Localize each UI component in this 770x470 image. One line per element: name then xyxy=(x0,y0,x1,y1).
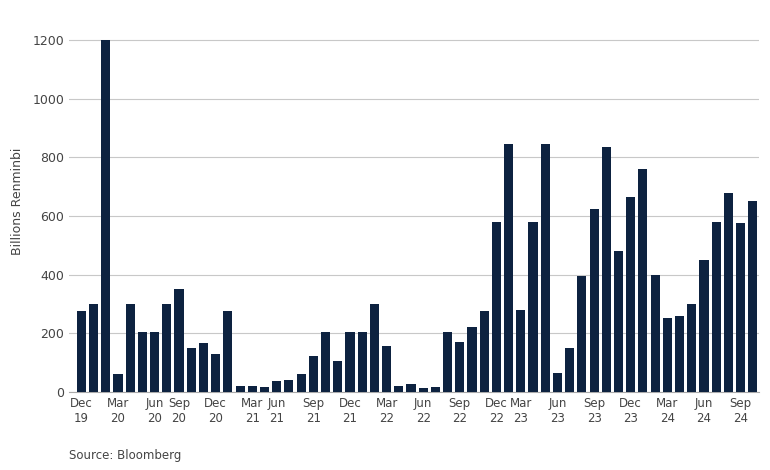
Bar xyxy=(272,381,281,392)
Bar xyxy=(528,222,537,392)
Bar xyxy=(211,353,220,392)
Bar xyxy=(357,332,367,392)
Bar xyxy=(651,274,660,392)
Bar xyxy=(516,310,525,392)
Bar xyxy=(296,374,306,392)
Bar xyxy=(455,342,464,392)
Bar xyxy=(101,40,110,392)
Bar xyxy=(419,388,428,392)
Bar xyxy=(162,304,172,392)
Bar xyxy=(675,315,684,392)
Bar xyxy=(431,387,440,392)
Bar xyxy=(736,223,745,392)
Bar xyxy=(590,209,598,392)
Bar xyxy=(89,304,98,392)
Bar xyxy=(748,201,758,392)
Bar xyxy=(248,386,257,392)
Bar xyxy=(699,260,708,392)
Bar xyxy=(541,144,550,392)
Y-axis label: Billions Renminbi: Billions Renminbi xyxy=(11,148,24,255)
Bar xyxy=(199,343,208,392)
Bar xyxy=(394,386,403,392)
Bar xyxy=(407,384,416,392)
Bar xyxy=(578,276,587,392)
Bar xyxy=(687,304,696,392)
Bar xyxy=(370,304,379,392)
Bar xyxy=(333,361,343,392)
Bar xyxy=(601,147,611,392)
Bar xyxy=(236,386,245,392)
Bar xyxy=(284,380,293,392)
Bar xyxy=(492,222,501,392)
Bar xyxy=(138,332,147,392)
Bar xyxy=(443,332,452,392)
Bar xyxy=(346,332,354,392)
Bar xyxy=(321,332,330,392)
Bar xyxy=(504,144,514,392)
Bar xyxy=(77,311,86,392)
Bar xyxy=(711,222,721,392)
Bar xyxy=(553,373,562,392)
Bar xyxy=(614,251,623,392)
Bar xyxy=(382,346,391,392)
Text: Source: Bloomberg: Source: Bloomberg xyxy=(69,449,182,462)
Bar xyxy=(223,311,233,392)
Bar xyxy=(724,193,733,392)
Bar xyxy=(113,374,122,392)
Bar xyxy=(626,197,635,392)
Bar xyxy=(150,332,159,392)
Bar xyxy=(309,356,318,392)
Bar xyxy=(260,387,269,392)
Bar xyxy=(126,304,135,392)
Bar xyxy=(467,327,477,392)
Bar xyxy=(480,311,489,392)
Bar xyxy=(565,348,574,392)
Bar xyxy=(663,319,672,392)
Bar xyxy=(186,348,196,392)
Bar xyxy=(175,289,183,392)
Bar xyxy=(638,169,648,392)
